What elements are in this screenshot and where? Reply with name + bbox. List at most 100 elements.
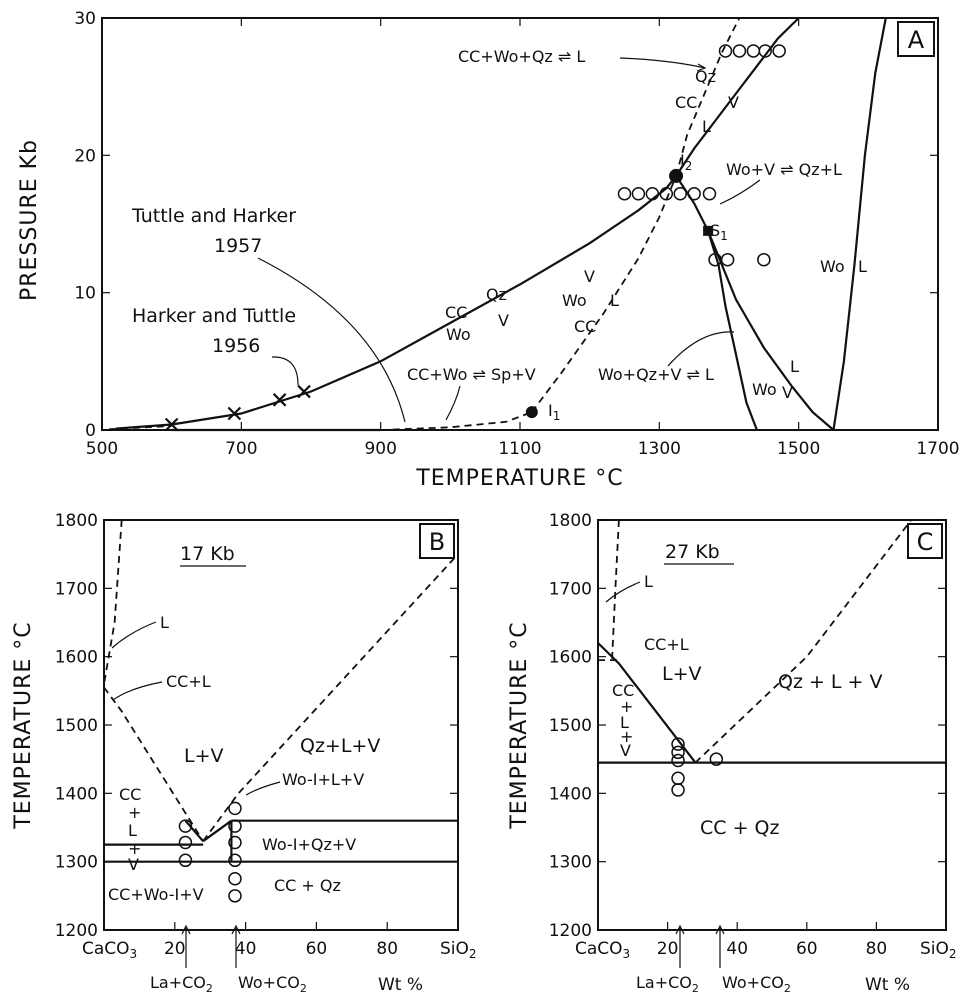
panel-a-letter-box bbox=[897, 21, 935, 57]
c-leader-l bbox=[605, 581, 641, 603]
curve-cc-wo-v-l bbox=[531, 175, 677, 413]
data-point-circle bbox=[673, 187, 687, 201]
curve-low-t-dashed bbox=[108, 424, 172, 431]
data-point-cross bbox=[272, 393, 287, 407]
panel-c-letter-box bbox=[907, 523, 943, 559]
b-melt-v-right bbox=[202, 819, 233, 843]
x-tick-label: 20 bbox=[164, 939, 186, 959]
panel-b-title: 17 Kb bbox=[180, 543, 235, 565]
data-point-circle bbox=[709, 752, 724, 766]
y-tick-label: 1500 bbox=[549, 716, 592, 736]
label-i2: I2 bbox=[680, 151, 692, 173]
data-point-circle bbox=[228, 889, 242, 903]
y-tick-label: 1500 bbox=[55, 716, 98, 736]
panel-a: 0 10 20 30 500 700 900 1100 1300 1500 1700 TEMPERA… bbox=[17, 9, 960, 491]
x-tick-label: 1700 bbox=[916, 439, 959, 459]
leader-cc-wo-sp-v bbox=[445, 385, 461, 421]
x-tick-label: 80 bbox=[866, 939, 888, 959]
y-tick-label: 1700 bbox=[549, 579, 592, 599]
x-tick-label: 60 bbox=[796, 939, 818, 959]
label-v-2: V bbox=[584, 267, 595, 286]
label-wo-qz-v-l: Wo+Qz+V ⇌ L bbox=[598, 365, 714, 384]
label-tuttle-harker: Tuttle and Harker bbox=[131, 205, 296, 227]
y-tick-label: 1800 bbox=[55, 511, 98, 531]
label-v-1: V bbox=[498, 311, 509, 330]
b-xend-right: SiO2 bbox=[440, 939, 477, 961]
data-point-circle bbox=[757, 252, 771, 267]
y-tick-label: 1200 bbox=[549, 921, 592, 941]
x-tick-label: 60 bbox=[306, 939, 328, 959]
c-arrow-wo-co2: Wo+CO2 bbox=[722, 973, 791, 995]
panel-c-title: 27 Kb bbox=[665, 541, 720, 563]
b-field-cc-l-v-2: + bbox=[128, 803, 141, 822]
leader-harker-tuttle bbox=[271, 356, 299, 386]
panel-b-letter: B bbox=[429, 528, 445, 556]
label-cc-wo-qz-l: CC+Wo+Qz ⇌ L bbox=[458, 47, 585, 66]
leader-arrowhead-1 bbox=[696, 63, 707, 72]
c-liquidus-left-dashed bbox=[611, 519, 620, 664]
b-qz-liquidus-dashed bbox=[202, 553, 459, 842]
b-field-l: L bbox=[160, 613, 169, 632]
c-cc-liquidus bbox=[597, 642, 697, 764]
b-arrow-wo-co2: Wo+CO2 bbox=[238, 973, 307, 995]
panel-a-xlabel: TEMPERATURE °C bbox=[415, 466, 623, 491]
data-point-circle bbox=[178, 853, 193, 868]
data-point-circle bbox=[671, 753, 685, 768]
b-leader-wo-l-v bbox=[245, 781, 281, 796]
data-point-circle bbox=[746, 44, 761, 58]
label-v-5: V bbox=[782, 383, 793, 402]
data-point-circle bbox=[178, 835, 193, 850]
data-point-circle bbox=[732, 44, 747, 58]
b-xend-left: CaCO3 bbox=[82, 939, 137, 961]
y-tick-label: 1300 bbox=[549, 853, 592, 873]
x-tick-label: 1100 bbox=[498, 439, 541, 459]
curve-wo-l-v bbox=[707, 230, 835, 431]
y-tick-label: 1800 bbox=[549, 511, 592, 531]
b-xlabel: Wt % bbox=[378, 975, 423, 995]
label-wo-2: Wo bbox=[562, 291, 587, 310]
c-field-cc-l-v-1: CC bbox=[612, 681, 634, 700]
panel-c-lines bbox=[597, 519, 946, 764]
panel-b-frame bbox=[103, 519, 459, 931]
label-tuttle-harker-year: 1957 bbox=[214, 235, 262, 257]
panel-c-markers bbox=[671, 737, 724, 797]
data-point-circle bbox=[228, 801, 242, 816]
label-wo-1: Wo bbox=[446, 325, 471, 344]
data-point-circle bbox=[687, 187, 701, 201]
panel-b-markers bbox=[178, 801, 242, 903]
panel-c-ylabel: TEMPERATURE °C bbox=[507, 621, 532, 829]
x-tick-label: 900 bbox=[364, 439, 396, 459]
label-wo-4: Wo bbox=[820, 257, 845, 276]
b-arrow-wo-head bbox=[231, 924, 241, 935]
label-cc-1: CC bbox=[445, 303, 467, 322]
data-point-cross bbox=[164, 417, 179, 432]
label-l-2: L bbox=[610, 291, 619, 310]
x-tick-label: 1500 bbox=[777, 439, 820, 459]
b-field-wo-qz-v: Wo-I+Qz+V bbox=[262, 835, 356, 854]
x-tick-label: 40 bbox=[235, 939, 257, 959]
c-field-cc-l: CC+L bbox=[644, 635, 689, 654]
c-field-cc-l-v-4: + bbox=[620, 727, 633, 746]
b-leader-cc-l bbox=[112, 681, 163, 701]
b-field-qz-l-v: Qz+L+V bbox=[300, 735, 380, 757]
data-point-circle bbox=[671, 737, 685, 751]
curve-wo-v-qz-l bbox=[675, 175, 758, 431]
panel-c-ticks: 1200 1300 1400 1500 1600 1700 1800 20 40 60 80 bbox=[549, 511, 946, 959]
data-point-circle bbox=[718, 44, 733, 58]
curve-cc-qz-wo-v bbox=[115, 175, 677, 430]
b-liquidus-left-dashed bbox=[103, 519, 123, 685]
data-point-circle bbox=[631, 187, 646, 201]
b-cc-liquidus-dashed bbox=[103, 686, 204, 842]
panel-b-ylabel: TEMPERATURE °C bbox=[11, 621, 36, 829]
b-field-cc-l-v-5: V bbox=[128, 855, 139, 874]
label-cc-wo-sp-v: CC+Wo ⇌ Sp+V bbox=[407, 365, 536, 384]
panel-b-ticks: 1200 1300 1400 1500 1600 1700 1800 20 40 60 80 bbox=[55, 511, 458, 959]
label-harker-tuttle: Harker and Tuttle bbox=[132, 305, 296, 327]
data-point-circle bbox=[228, 853, 242, 868]
c-qz-liquidus-dashed bbox=[694, 519, 912, 764]
label-s1: S1 bbox=[710, 221, 728, 243]
label-l-3: L bbox=[702, 117, 711, 136]
b-field-cc-qz: CC + Qz bbox=[274, 876, 341, 895]
leader-cc-wo-qz-l bbox=[619, 57, 706, 69]
label-i1: I1 bbox=[548, 401, 560, 423]
